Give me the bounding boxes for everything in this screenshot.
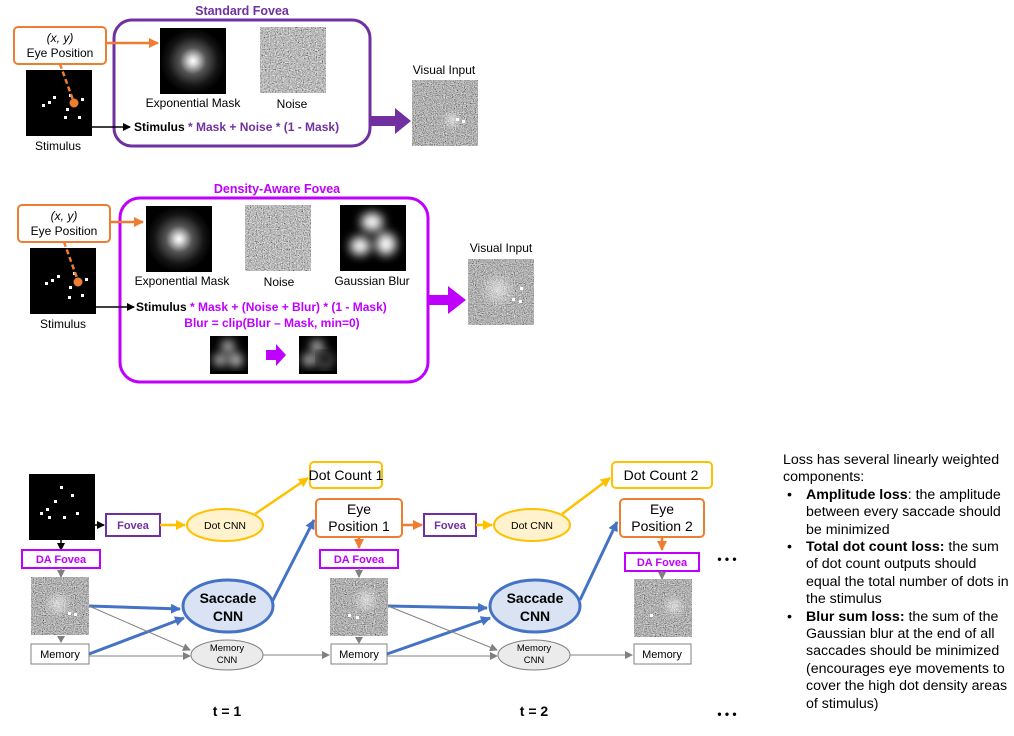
da-fovea-box — [118, 196, 430, 384]
da-eye-position-label: Eye Position — [31, 224, 98, 238]
ellipsis-time: • • • — [717, 707, 736, 721]
dotcnn-to-dotcount-arrow-2 — [561, 477, 611, 515]
loss-description: Loss has several linearly weighted compo… — [783, 452, 1011, 713]
memory-to-saccade-arrow-1 — [88, 616, 185, 656]
memory-cnn-2-line2: CNN — [524, 655, 545, 666]
eye-position-2-line1: Eye — [650, 501, 674, 517]
da-fovea-label-2: DA Fovea — [334, 554, 385, 566]
blur-after-image — [299, 336, 337, 374]
fovea-label-1: Fovea — [117, 520, 150, 532]
loss-item-dot-count: Total dot count loss: the sum of dot cou… — [783, 539, 1011, 609]
blur-before-image — [210, 336, 248, 374]
dot-count-2-label: Dot Count 2 — [624, 467, 699, 483]
da-blur-formula: Blur = clip(Blur – Mask, min=0) — [184, 316, 359, 330]
da-stimulus-image — [30, 248, 96, 314]
gaussian-blur-label: Gaussian Blur — [334, 274, 409, 288]
fovea-label-2: Fovea — [434, 520, 467, 532]
da-noise-image — [245, 205, 311, 271]
input-to-memcnn-arrow-2 — [387, 605, 498, 652]
loss-item-blur-sum: Blur sum loss: the sum of the Gaussian b… — [783, 609, 1011, 713]
gaze-point — [69, 98, 79, 108]
eye-position-2-line2: Position 2 — [631, 518, 693, 534]
da-formula: Stimulus * Mask + (Noise + Blur) * (1 - … — [136, 300, 387, 314]
ellipsis-continue: • • • — [717, 552, 736, 566]
visual-input-label: Visual Input — [413, 63, 476, 77]
standard-fovea-box — [112, 18, 372, 148]
dotcnn-to-dotcount-arrow-1 — [254, 476, 309, 516]
loss-list: Amplitude loss: the amplitude between ev… — [783, 487, 1011, 713]
stimulus-image — [26, 70, 92, 136]
da-exponential-mask-label: Exponential Mask — [135, 274, 231, 288]
dot-cnn-label-1: Dot CNN — [204, 520, 246, 532]
da-visual-input-image — [468, 259, 534, 325]
saccade-cnn-1-line1: Saccade — [200, 590, 257, 606]
gaussian-blur-image — [340, 205, 406, 271]
eye-position-1-line1: Eye — [347, 501, 371, 517]
memory-box-3 — [633, 643, 692, 665]
input-to-saccade-arrow-2 — [387, 602, 488, 613]
visual-input-image — [412, 80, 478, 146]
dot-cnn-1 — [186, 508, 264, 542]
saccade-cnn-1 — [181, 578, 275, 634]
memory-cnn-1-line2: CNN — [217, 655, 238, 666]
input-to-memory-arrow-1 — [57, 636, 65, 643]
memory-to-saccade-arrow-2 — [386, 616, 491, 656]
dot-cnn-label-2: Dot CNN — [511, 520, 553, 532]
eye-position-label: Eye Position — [27, 46, 94, 60]
da-visual-input-label: Visual Input — [470, 241, 533, 255]
da-fovea-title: Density-Aware Fovea — [214, 182, 341, 196]
standard-fovea-section: Standard Fovea (x, y) Eye Position Stimu… — [13, 4, 478, 153]
blur-update-arrow — [266, 344, 286, 366]
da-output-arrow — [428, 286, 466, 314]
dot-count-2-box — [611, 461, 713, 489]
pipeline-visual-input-2 — [330, 578, 388, 636]
da-stimulus-label: Stimulus — [40, 317, 86, 331]
dot-count-1-label: Dot Count 1 — [309, 467, 384, 483]
exponential-mask-image — [160, 28, 226, 94]
stimulus-label: Stimulus — [35, 139, 81, 153]
memory-label-2: Memory — [339, 649, 379, 661]
saccade-cnn-2-line1: Saccade — [507, 590, 564, 606]
da-eye-position-coord: (x, y) — [51, 209, 78, 223]
pipeline-visual-input-3 — [634, 579, 692, 637]
exponential-mask-label: Exponential Mask — [146, 96, 242, 110]
pipeline-visual-input-1 — [31, 577, 89, 635]
input-to-memory-arrow-2 — [355, 637, 363, 644]
density-aware-fovea-section: Density-Aware Fovea (x, y) Eye Position … — [17, 182, 534, 384]
standard-fovea-title: Standard Fovea — [195, 4, 290, 18]
standard-output-arrow — [370, 108, 411, 134]
dot-count-1-box — [309, 461, 383, 489]
input-to-memcnn-arrow-1 — [88, 605, 191, 651]
loss-intro: Loss has several linearly weighted compo… — [783, 452, 1000, 486]
saccade-to-eye-arrow-2 — [578, 521, 619, 601]
da-gaze-line — [62, 241, 79, 279]
time-label-2: t = 2 — [520, 703, 549, 719]
da-fovea-label-1: DA Fovea — [36, 554, 87, 566]
da-noise-label: Noise — [264, 275, 295, 289]
saccade-to-eye-arrow-1 — [270, 519, 316, 603]
da-exponential-mask-image — [146, 206, 212, 272]
pipeline-stimulus-image — [29, 474, 95, 540]
memory-cnn-1-line1: Memory — [210, 643, 245, 654]
saccade-cnn-2-line2: CNN — [520, 608, 550, 624]
saccade-cnn-2 — [488, 578, 582, 634]
memory-label-3: Memory — [642, 649, 682, 661]
input-to-saccade-arrow-1 — [88, 603, 181, 614]
memory-cnn-2-line1: Memory — [517, 643, 552, 654]
standard-formula: Stimulus * Mask + Noise * (1 - Mask) — [134, 120, 339, 134]
loss-item-amplitude: Amplitude loss: the amplitude between ev… — [783, 487, 1011, 539]
eye-position-coord: (x, y) — [47, 31, 74, 45]
pipeline-section: Fovea Dot CNN Dot Count 1 DA Fovea Memor… — [21, 461, 737, 721]
da-fovea-label-3: DA Fovea — [637, 557, 688, 569]
noise-image — [260, 27, 326, 93]
noise-label: Noise — [277, 97, 308, 111]
time-label-1: t = 1 — [213, 703, 242, 719]
dot-cnn-2 — [493, 508, 571, 542]
memory-label-1: Memory — [40, 649, 80, 661]
saccade-cnn-1-line2: CNN — [213, 608, 243, 624]
da-gaze-point — [73, 277, 83, 287]
gaze-line — [58, 63, 75, 101]
eye-position-1-line2: Position 1 — [328, 518, 390, 534]
